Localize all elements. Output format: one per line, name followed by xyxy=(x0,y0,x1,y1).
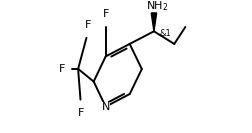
Text: N: N xyxy=(101,102,109,112)
Text: F: F xyxy=(77,107,84,118)
Text: F: F xyxy=(84,20,91,30)
Text: &1: &1 xyxy=(159,29,171,38)
Text: NH$_2$: NH$_2$ xyxy=(145,0,168,13)
Text: F: F xyxy=(102,9,108,19)
Text: F: F xyxy=(59,64,65,74)
Polygon shape xyxy=(151,13,156,31)
